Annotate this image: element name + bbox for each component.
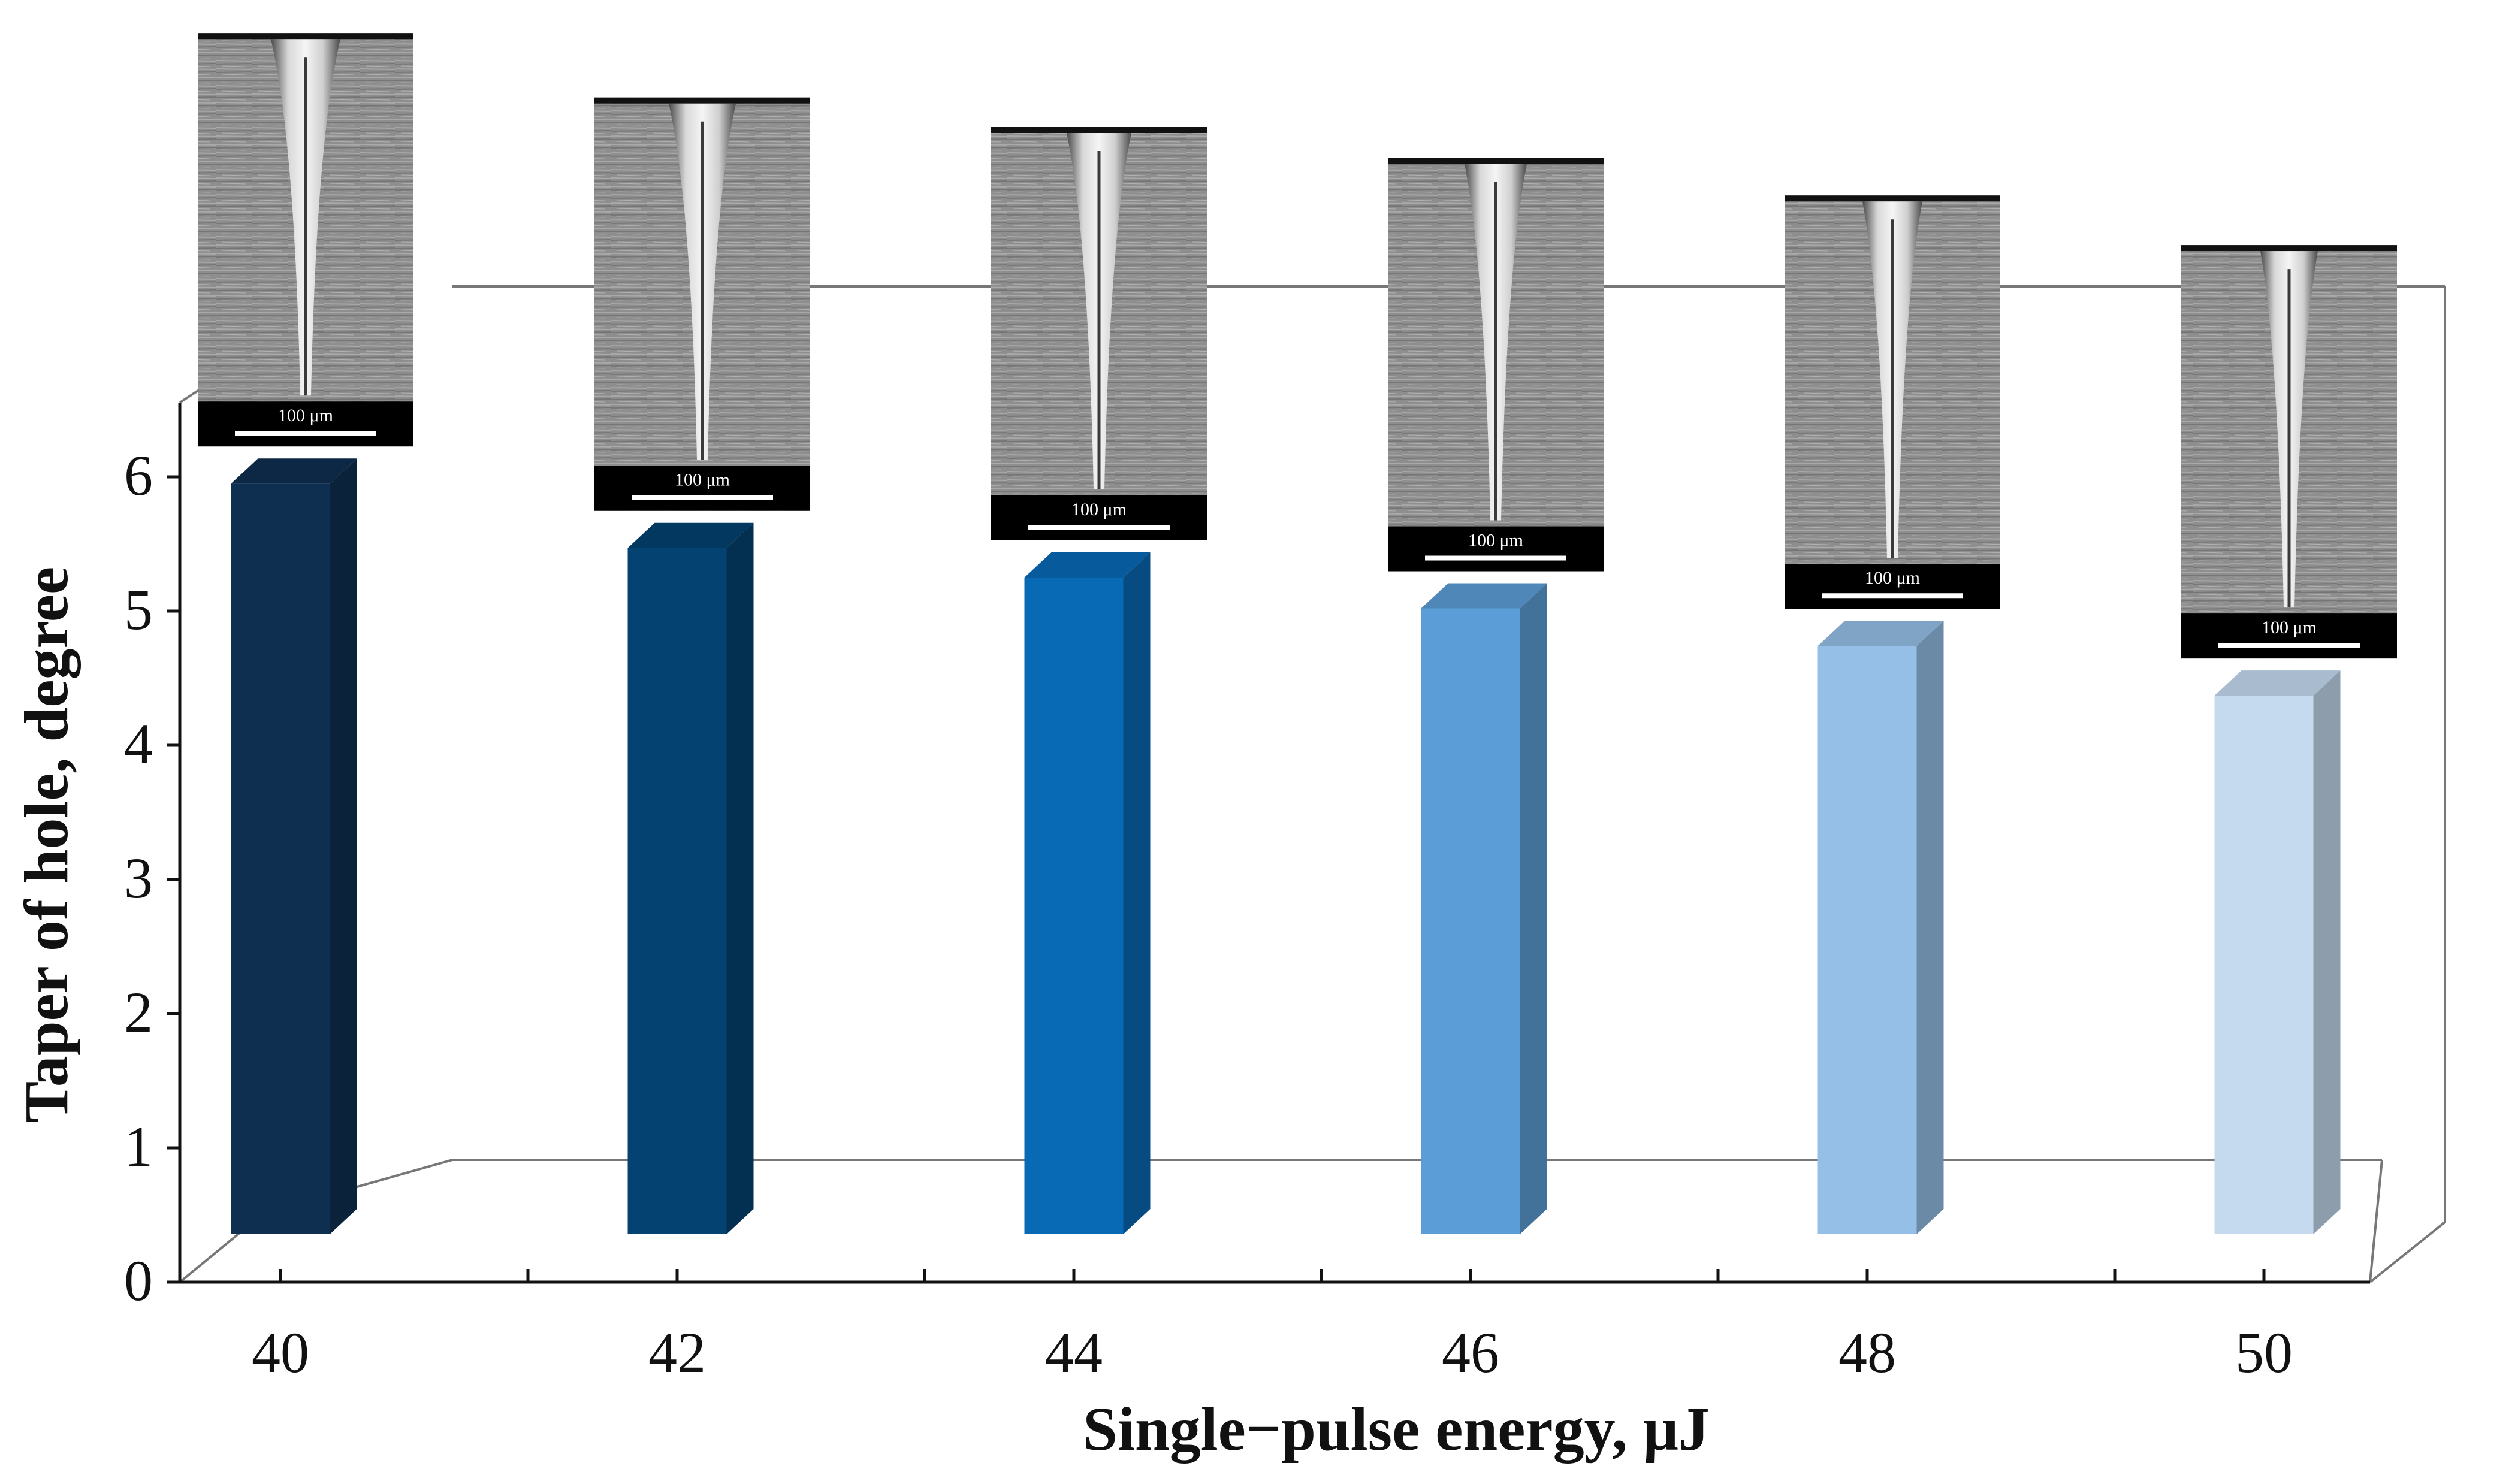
sem-scale-strip [594, 466, 810, 511]
x-ticks: 40 42 44 46 48 50 [252, 1269, 2293, 1385]
sem-inset-48: 100 μm [1785, 195, 2000, 609]
sem-top-edge [1388, 158, 1604, 164]
bar-50 [2214, 670, 2341, 1234]
right-floor-diag [2369, 1160, 2446, 1283]
bar-44 [1024, 552, 1151, 1234]
bar-front [231, 483, 330, 1235]
y-tick-label: 6 [124, 443, 153, 507]
sem-scale-bar [1028, 525, 1170, 530]
sem-scale-strip [1388, 526, 1604, 572]
bar-top [1817, 621, 1944, 646]
x-tick-label: 42 [648, 1320, 706, 1385]
sem-scale-label: 100 μm [2262, 618, 2317, 637]
y-tick-label: 5 [124, 578, 153, 642]
sem-scale-bar [1425, 555, 1566, 561]
y-tick-label: 3 [124, 846, 153, 910]
sem-top-edge [2181, 245, 2397, 252]
y-axis-title: Taper of hole, degree [12, 567, 81, 1123]
bar-top [627, 522, 754, 548]
x-tick-label: 44 [1045, 1320, 1103, 1385]
y-tick-label: 0 [124, 1249, 153, 1313]
sem-scale-bar [1822, 593, 1963, 599]
x-tick-label: 46 [1442, 1320, 1499, 1385]
sem-inset-44: 100 μm [991, 127, 1207, 540]
bar-front [1024, 578, 1124, 1234]
sem-scale-bar [2218, 643, 2360, 648]
sem-scale-label: 100 μm [278, 406, 333, 425]
bar-top [1024, 552, 1151, 578]
sem-inset-46: 100 μm [1388, 158, 1604, 572]
bar-side [2313, 670, 2341, 1234]
y-tick-label: 1 [124, 1114, 153, 1178]
sem-scale-label: 100 μm [1071, 500, 1127, 519]
x-tick-label: 40 [252, 1320, 309, 1385]
bar-top [231, 458, 357, 484]
sem-top-edge [198, 33, 413, 40]
bar-front [2214, 696, 2314, 1234]
sem-scale-bar [632, 495, 773, 500]
bar-side [1520, 583, 1547, 1234]
sem-scale-bar [235, 431, 376, 436]
bar-front [627, 548, 727, 1234]
y-ticks: 0 1 2 3 4 5 6 [124, 443, 180, 1313]
sem-scale-strip [2181, 613, 2397, 659]
bar-top [2214, 670, 2341, 696]
bar-side [1916, 621, 1944, 1234]
bar-48 [1817, 621, 1944, 1234]
bar-top [1421, 583, 1547, 609]
y-tick-label: 2 [124, 980, 153, 1044]
sem-scale-strip [1785, 564, 2000, 609]
x-axis-title: Single−pulse energy, μJ [1083, 1395, 1710, 1464]
floor-right-edge [2369, 1159, 2383, 1283]
bars [231, 458, 2341, 1235]
sem-inset-42: 100 μm [594, 97, 810, 511]
axes [178, 403, 2370, 1284]
sem-scale-label: 100 μm [1865, 568, 1920, 588]
bar-front [1817, 646, 1917, 1234]
chart-frame [179, 285, 2446, 1283]
sem-scale-strip [991, 495, 1207, 540]
bar-side [1123, 552, 1151, 1234]
sem-inset-40: 100 μm [198, 33, 413, 447]
bar-40 [231, 458, 357, 1235]
sem-top-edge [991, 127, 1207, 133]
sem-top-edge [1785, 195, 2000, 202]
bar-46 [1421, 583, 1547, 1234]
sem-top-edge [594, 97, 810, 104]
bar-front [1421, 608, 1520, 1234]
x-tick-label: 50 [2235, 1320, 2293, 1385]
bar-42 [627, 522, 754, 1234]
sem-scale-strip [198, 401, 413, 447]
sem-scale-label: 100 μm [1468, 531, 1523, 551]
sem-inset-50: 100 μm [2181, 245, 2397, 659]
bar-side [726, 522, 754, 1234]
x-tick-label: 48 [1838, 1320, 1896, 1385]
y-tick-label: 4 [124, 712, 153, 776]
bar-side [330, 458, 357, 1235]
sem-scale-label: 100 μm [675, 470, 730, 490]
sem-insets: 100 μm 100 μm 100 μm 100 μm 100 μm 100 μm [198, 33, 2397, 659]
